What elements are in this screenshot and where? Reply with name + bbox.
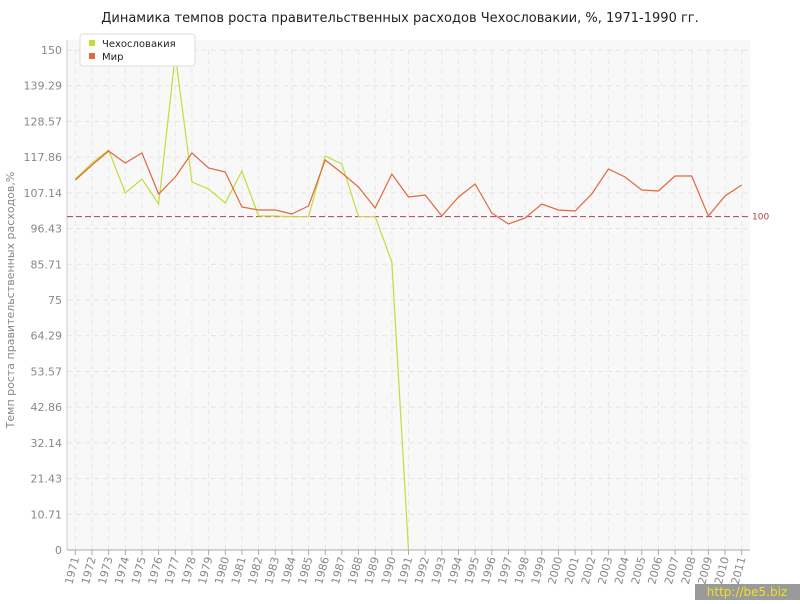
watermark: http://be5.biz: [707, 585, 787, 599]
y-tick-label: 117.86: [24, 151, 63, 164]
y-tick-label: 107.14: [24, 187, 63, 200]
series-line: [74, 150, 743, 225]
y-tick-label: 32.14: [31, 437, 63, 450]
legend-swatch: [89, 40, 95, 46]
y-tick-label: 139.29: [24, 80, 63, 93]
y-tick-label: 128.57: [24, 115, 63, 128]
y-tick-label: 75: [48, 294, 62, 307]
y-tick-label: 85.71: [31, 258, 63, 271]
y-tick-label: 0: [55, 544, 62, 557]
reference-label: 100: [752, 213, 769, 223]
x-tick-label: 2011: [729, 555, 749, 585]
y-tick-label: 53.57: [31, 365, 63, 378]
y-axis-label: Темп роста правительственных расходов,%: [4, 172, 17, 430]
legend-swatch: [89, 53, 95, 59]
legend-label: Мир: [102, 52, 123, 63]
chart-title: Динамика темпов роста правительственных …: [101, 11, 699, 26]
watermark-bg: [695, 584, 800, 600]
y-tick-label: 96.43: [31, 223, 63, 236]
y-tick-label: 10.71: [31, 508, 63, 521]
series-line: [74, 54, 410, 551]
y-tick-label: 150: [41, 44, 62, 57]
y-tick-label: 64.29: [31, 330, 63, 343]
y-tick-label: 21.43: [31, 473, 63, 486]
legend: [79, 33, 196, 67]
legend-label: Чехословакия: [102, 39, 176, 50]
y-tick-label: 42.86: [31, 401, 63, 414]
